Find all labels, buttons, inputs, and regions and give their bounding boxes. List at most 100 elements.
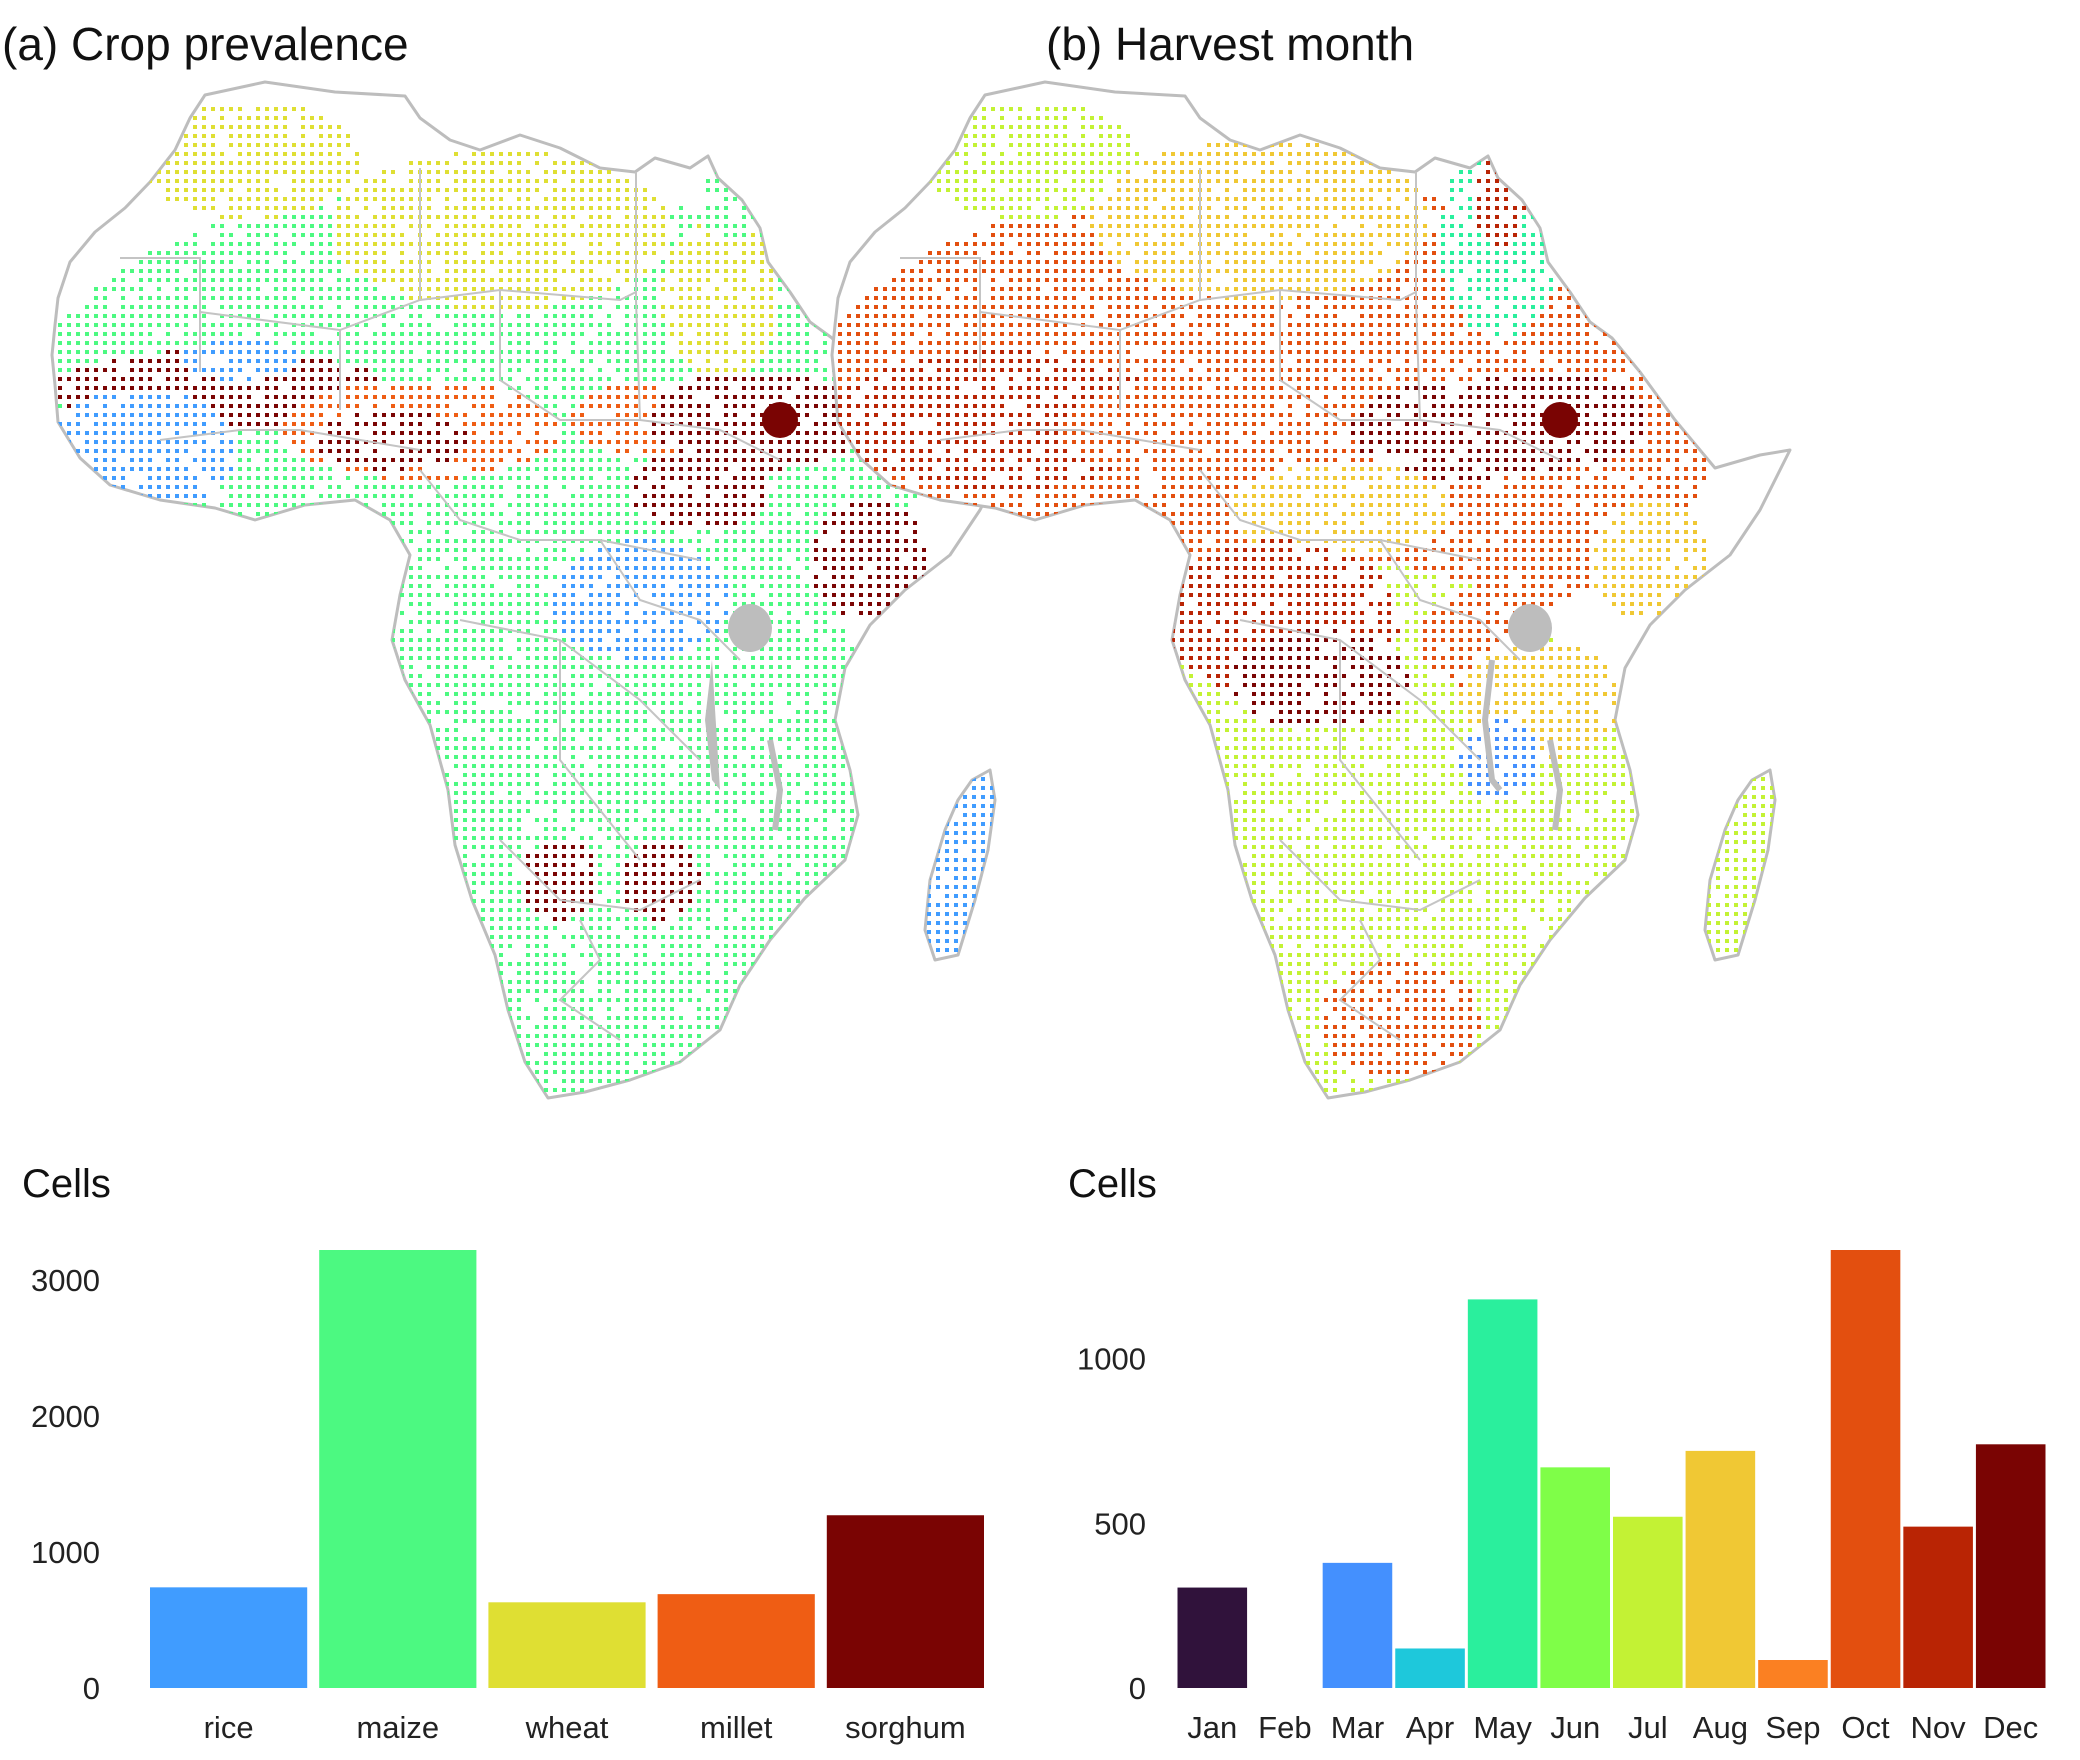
grid-cell <box>445 251 449 255</box>
grid-cell <box>724 620 728 624</box>
grid-cell <box>805 647 809 651</box>
grid-cell <box>760 746 764 750</box>
grid-cell <box>310 278 314 282</box>
grid-cell <box>184 404 188 408</box>
grid-cell <box>571 476 575 480</box>
grid-cell <box>697 269 701 273</box>
grid-cell <box>463 242 467 246</box>
grid-cell <box>193 494 197 498</box>
grid-cell <box>319 242 323 246</box>
grid-cell <box>526 341 530 345</box>
grid-cell <box>742 458 746 462</box>
grid-cell <box>472 449 476 453</box>
grid-cell <box>166 269 170 273</box>
grid-cell <box>265 566 269 570</box>
grid-cell <box>544 386 548 390</box>
grid-cell <box>715 287 719 291</box>
grid-cell <box>526 566 530 570</box>
grid-cell <box>733 746 737 750</box>
grid-cell <box>292 764 296 768</box>
grid-cell <box>526 305 530 309</box>
grid-cell <box>823 629 827 633</box>
grid-cell <box>868 737 872 741</box>
grid-cell <box>319 494 323 498</box>
grid-cell <box>229 332 233 336</box>
grid-cell <box>436 341 440 345</box>
grid-cell <box>742 341 746 345</box>
grid-cell <box>346 728 350 732</box>
grid-cell <box>310 755 314 759</box>
grid-cell <box>409 665 413 669</box>
grid-cell <box>535 377 539 381</box>
grid-cell <box>859 710 863 714</box>
grid-cell <box>481 737 485 741</box>
grid-cell <box>490 755 494 759</box>
grid-cell <box>202 566 206 570</box>
grid-cell <box>715 296 719 300</box>
grid-cell <box>301 476 305 480</box>
grid-cell <box>283 269 287 273</box>
grid-cell <box>580 674 584 678</box>
grid-cell <box>67 431 71 435</box>
grid-cell <box>715 449 719 453</box>
grid-cell <box>751 368 755 372</box>
grid-cell <box>229 584 233 588</box>
grid-cell <box>130 368 134 372</box>
grid-cell <box>337 269 341 273</box>
grid-cell <box>364 476 368 480</box>
grid-cell <box>535 440 539 444</box>
grid-cell <box>274 197 278 201</box>
grid-cell <box>463 233 467 237</box>
grid-cell <box>463 170 467 174</box>
grid-cell <box>265 305 269 309</box>
grid-cell <box>823 476 827 480</box>
grid-cell <box>724 233 728 237</box>
grid-cell <box>580 305 584 309</box>
grid-cell <box>517 647 521 651</box>
grid-cell <box>616 584 620 588</box>
grid-cell <box>859 692 863 696</box>
grid-cell <box>94 377 98 381</box>
grid-cell <box>796 728 800 732</box>
grid-cell <box>220 278 224 282</box>
grid-cell <box>634 557 638 561</box>
grid-cell <box>472 764 476 768</box>
grid-cell <box>409 638 413 642</box>
grid-cell <box>337 431 341 435</box>
grid-cell <box>580 368 584 372</box>
grid-cell <box>184 494 188 498</box>
grid-cell <box>454 494 458 498</box>
grid-cell <box>643 224 647 228</box>
grid-cell <box>139 368 143 372</box>
grid-cell <box>238 314 242 318</box>
grid-cell <box>283 215 287 219</box>
grid-cell <box>427 746 431 750</box>
grid-cell <box>382 278 386 282</box>
grid-cell <box>481 179 485 183</box>
grid-cell <box>337 152 341 156</box>
grid-cell <box>229 341 233 345</box>
grid-cell <box>292 341 296 345</box>
grid-cell <box>787 386 791 390</box>
grid-cell <box>283 539 287 543</box>
grid-cell <box>526 620 530 624</box>
grid-cell <box>382 737 386 741</box>
grid-cell <box>859 494 863 498</box>
grid-cell <box>661 728 665 732</box>
grid-cell <box>85 350 89 354</box>
grid-cell <box>787 530 791 534</box>
grid-cell <box>301 134 305 138</box>
grid-cell <box>220 413 224 417</box>
grid-cell <box>166 494 170 498</box>
grid-cell <box>481 197 485 201</box>
grid-cell <box>472 494 476 498</box>
grid-cell <box>238 359 242 363</box>
grid-cell <box>409 503 413 507</box>
grid-cell <box>832 413 836 417</box>
grid-cell <box>310 656 314 660</box>
grid-cell <box>526 458 530 462</box>
grid-cell <box>445 215 449 219</box>
grid-cell <box>589 197 593 201</box>
grid-cell <box>625 278 629 282</box>
grid-cell <box>202 323 206 327</box>
